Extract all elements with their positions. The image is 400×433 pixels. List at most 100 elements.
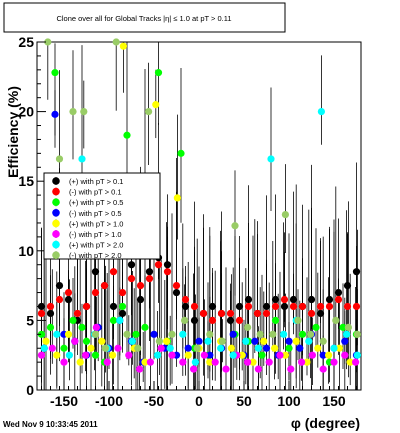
data-point (229, 330, 237, 338)
legend-entry: (+) with pT > 0.1 (69, 177, 123, 186)
data-point (262, 309, 271, 318)
data-point (227, 344, 235, 352)
data-point (42, 337, 50, 345)
title-box (3, 2, 286, 33)
data-point (101, 344, 109, 352)
data-point (123, 131, 131, 139)
data-point (325, 302, 334, 311)
data-point (92, 323, 100, 331)
legend-marker (52, 219, 60, 228)
data-point (150, 330, 158, 338)
data-point (353, 330, 361, 338)
data-point (253, 309, 262, 318)
data-point (262, 302, 271, 311)
data-point (332, 316, 340, 324)
data-point (172, 288, 181, 297)
data-point (60, 358, 68, 366)
data-point (118, 309, 127, 318)
data-point (285, 344, 293, 352)
data-point (206, 330, 214, 338)
data-point (44, 38, 52, 46)
data-point (343, 302, 352, 311)
data-point (134, 344, 142, 352)
data-point (48, 344, 56, 352)
data-point (281, 351, 289, 359)
data-point (330, 344, 338, 352)
data-point (235, 316, 244, 324)
y-tick-label: 5 (26, 312, 34, 328)
data-point (319, 351, 327, 359)
legend-marker (52, 198, 60, 206)
data-point (163, 268, 172, 276)
timestamp: Wed Nov 9 10:33:45 2011 (3, 420, 98, 429)
data-point (190, 365, 198, 373)
x-tick-label: -50 (144, 393, 164, 409)
data-point (343, 282, 352, 290)
data-point (294, 316, 302, 324)
data-point (307, 309, 316, 318)
data-point (238, 351, 246, 359)
data-point (251, 337, 259, 345)
data-point (206, 351, 214, 359)
data-point (60, 344, 68, 352)
data-point (112, 38, 120, 46)
data-point (193, 344, 201, 352)
data-point (98, 337, 106, 345)
data-point (319, 337, 327, 345)
data-point (136, 295, 145, 304)
data-point (190, 302, 199, 311)
data-point (269, 330, 277, 338)
data-point (141, 358, 149, 366)
data-point (114, 344, 122, 352)
data-point (341, 337, 349, 345)
data-point (352, 302, 361, 311)
data-point (287, 365, 295, 373)
data-point (335, 344, 343, 352)
data-point (128, 337, 136, 345)
data-point (146, 358, 154, 366)
data-point (244, 358, 252, 366)
data-point (235, 302, 244, 311)
data-point (51, 110, 59, 118)
y-tick-label: 20 (18, 104, 34, 120)
data-point (100, 282, 109, 290)
data-point (307, 295, 316, 304)
data-point (334, 288, 343, 297)
data-point (64, 295, 73, 304)
data-point (37, 330, 46, 338)
data-point (267, 155, 275, 163)
data-point (316, 302, 325, 311)
data-point (154, 69, 163, 77)
legend-marker (52, 209, 60, 217)
data-point (136, 282, 145, 290)
data-point (242, 337, 250, 345)
data-point (152, 101, 160, 109)
data-point (319, 365, 327, 373)
data-point (217, 344, 225, 352)
data-point (55, 295, 64, 304)
data-point (281, 211, 289, 219)
data-point (91, 330, 100, 338)
data-point (118, 302, 127, 311)
data-point (352, 358, 360, 366)
data-point (276, 351, 284, 359)
data-point (191, 358, 199, 366)
legend-marker (52, 230, 60, 238)
x-tick-label: -150 (50, 393, 78, 409)
data-point (82, 302, 91, 311)
x-tick-label: 150 (322, 393, 346, 409)
data-point (55, 282, 64, 290)
data-point (244, 302, 253, 311)
data-point (73, 309, 82, 318)
data-point (353, 351, 361, 359)
data-point (103, 358, 111, 366)
data-point (172, 282, 181, 290)
data-point (249, 358, 257, 366)
data-point (132, 330, 140, 338)
data-point (123, 330, 131, 338)
data-point (87, 344, 95, 352)
data-point (280, 302, 289, 311)
data-point (262, 344, 271, 352)
legend-entry: (-) with pT > 0.5 (69, 209, 122, 218)
